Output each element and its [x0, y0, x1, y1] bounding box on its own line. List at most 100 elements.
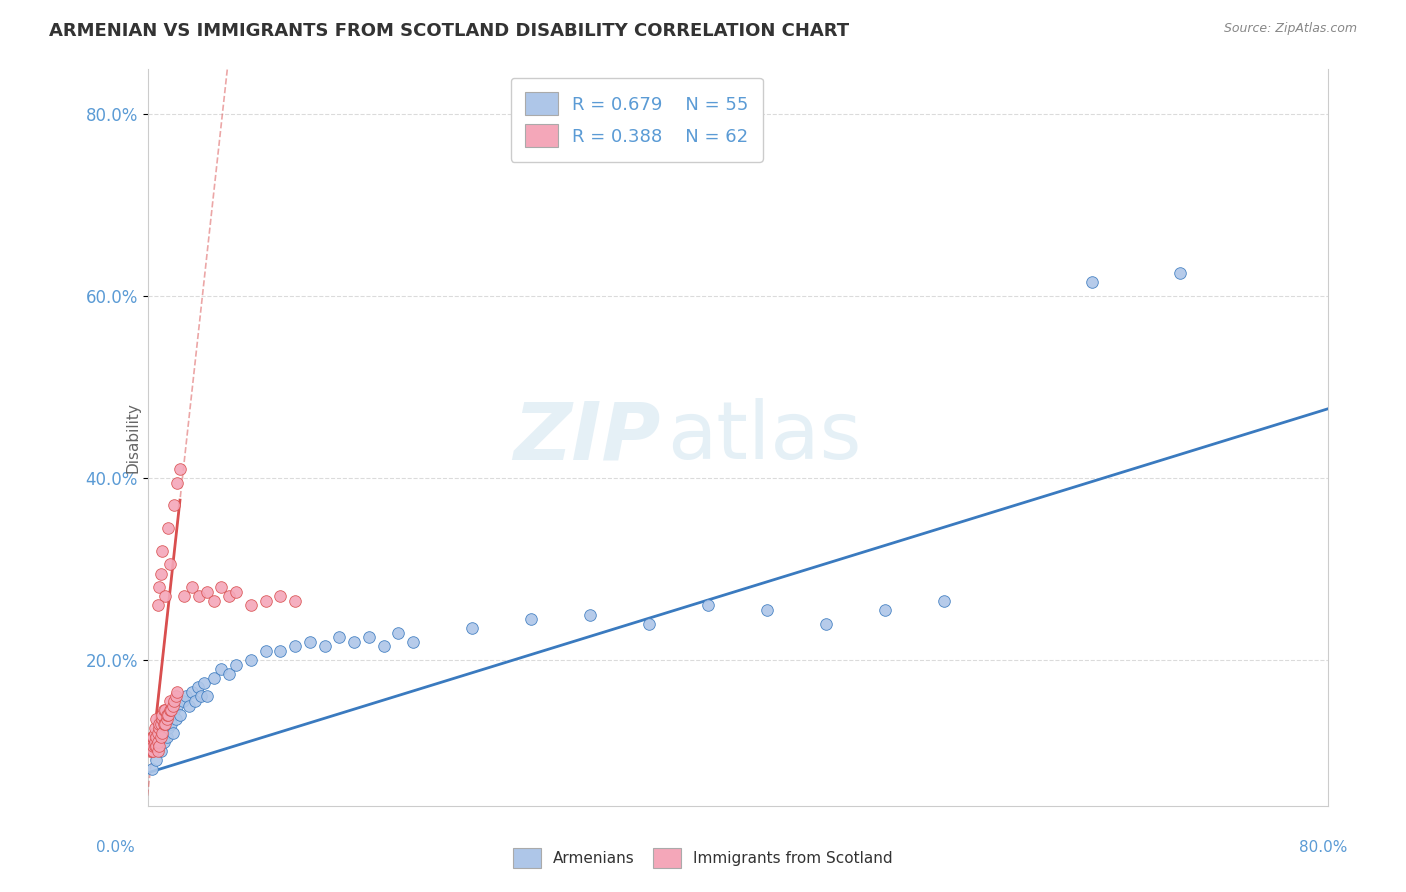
- Point: [284, 594, 307, 608]
- Point: [193, 675, 215, 690]
- Point: [145, 712, 167, 726]
- Point: [156, 707, 179, 722]
- Point: [298, 635, 321, 649]
- Point: [146, 735, 169, 749]
- Point: [143, 721, 166, 735]
- Point: [160, 716, 183, 731]
- Point: [149, 566, 172, 581]
- Point: [142, 744, 165, 758]
- Point: [148, 739, 170, 754]
- Point: [239, 653, 262, 667]
- Point: [163, 694, 186, 708]
- Point: [162, 726, 184, 740]
- Point: [756, 603, 779, 617]
- Legend: R = 0.679    N = 55, R = 0.388    N = 62: R = 0.679 N = 55, R = 0.388 N = 62: [510, 78, 763, 161]
- Text: atlas: atlas: [666, 398, 862, 476]
- Point: [225, 657, 247, 672]
- Point: [155, 703, 177, 717]
- Point: [146, 726, 169, 740]
- Point: [328, 630, 350, 644]
- Point: [188, 590, 211, 604]
- Point: [149, 716, 172, 731]
- Point: [159, 558, 181, 572]
- Point: [183, 694, 205, 708]
- Point: [157, 521, 180, 535]
- Point: [155, 716, 177, 731]
- Point: [165, 690, 187, 704]
- Point: [142, 739, 165, 754]
- Point: [875, 603, 897, 617]
- Point: [146, 599, 169, 613]
- Point: [143, 735, 166, 749]
- Point: [187, 681, 209, 695]
- Point: [150, 712, 173, 726]
- Point: [343, 635, 366, 649]
- Point: [150, 544, 173, 558]
- Point: [195, 584, 218, 599]
- Point: [150, 726, 173, 740]
- Legend: Armenians, Immigrants from Scotland: Armenians, Immigrants from Scotland: [508, 842, 898, 873]
- Point: [148, 716, 170, 731]
- Point: [159, 694, 181, 708]
- Point: [159, 703, 181, 717]
- Point: [152, 703, 174, 717]
- Point: [195, 690, 218, 704]
- Point: [174, 690, 197, 704]
- Point: [143, 735, 166, 749]
- Point: [1168, 266, 1191, 280]
- Point: [159, 707, 181, 722]
- Point: [163, 703, 186, 717]
- Point: [209, 580, 232, 594]
- Point: [815, 616, 838, 631]
- Point: [520, 612, 543, 626]
- Point: [239, 599, 262, 613]
- Point: [269, 590, 291, 604]
- Point: [141, 735, 163, 749]
- Point: [934, 594, 956, 608]
- Point: [202, 594, 225, 608]
- Text: 0.0%: 0.0%: [96, 840, 135, 855]
- Point: [373, 640, 395, 654]
- Point: [156, 731, 179, 745]
- Point: [402, 635, 425, 649]
- Point: [148, 716, 170, 731]
- Point: [314, 640, 336, 654]
- Point: [146, 744, 169, 758]
- Point: [579, 607, 602, 622]
- Text: ARMENIAN VS IMMIGRANTS FROM SCOTLAND DISABILITY CORRELATION CHART: ARMENIAN VS IMMIGRANTS FROM SCOTLAND DIS…: [49, 22, 849, 40]
- Point: [143, 726, 166, 740]
- Point: [142, 731, 165, 745]
- Point: [697, 599, 720, 613]
- Point: [149, 731, 172, 745]
- Point: [387, 625, 409, 640]
- Point: [202, 671, 225, 685]
- Point: [141, 731, 163, 745]
- Point: [269, 644, 291, 658]
- Point: [160, 703, 183, 717]
- Point: [152, 716, 174, 731]
- Point: [166, 475, 188, 490]
- Point: [148, 721, 170, 735]
- Point: [190, 690, 212, 704]
- Point: [142, 744, 165, 758]
- Point: [177, 698, 200, 713]
- Point: [162, 698, 184, 713]
- Point: [218, 666, 240, 681]
- Point: [148, 580, 170, 594]
- Point: [145, 753, 167, 767]
- Point: [254, 594, 277, 608]
- Point: [152, 735, 174, 749]
- Point: [146, 726, 169, 740]
- Point: [1080, 276, 1102, 290]
- Point: [141, 762, 163, 776]
- Point: [145, 731, 167, 745]
- Text: Source: ZipAtlas.com: Source: ZipAtlas.com: [1223, 22, 1357, 36]
- Point: [163, 499, 186, 513]
- Point: [180, 580, 202, 594]
- Point: [143, 739, 166, 754]
- Point: [149, 744, 172, 758]
- Point: [284, 640, 307, 654]
- Y-axis label: Disability: Disability: [125, 401, 141, 473]
- Point: [139, 739, 162, 754]
- Point: [254, 644, 277, 658]
